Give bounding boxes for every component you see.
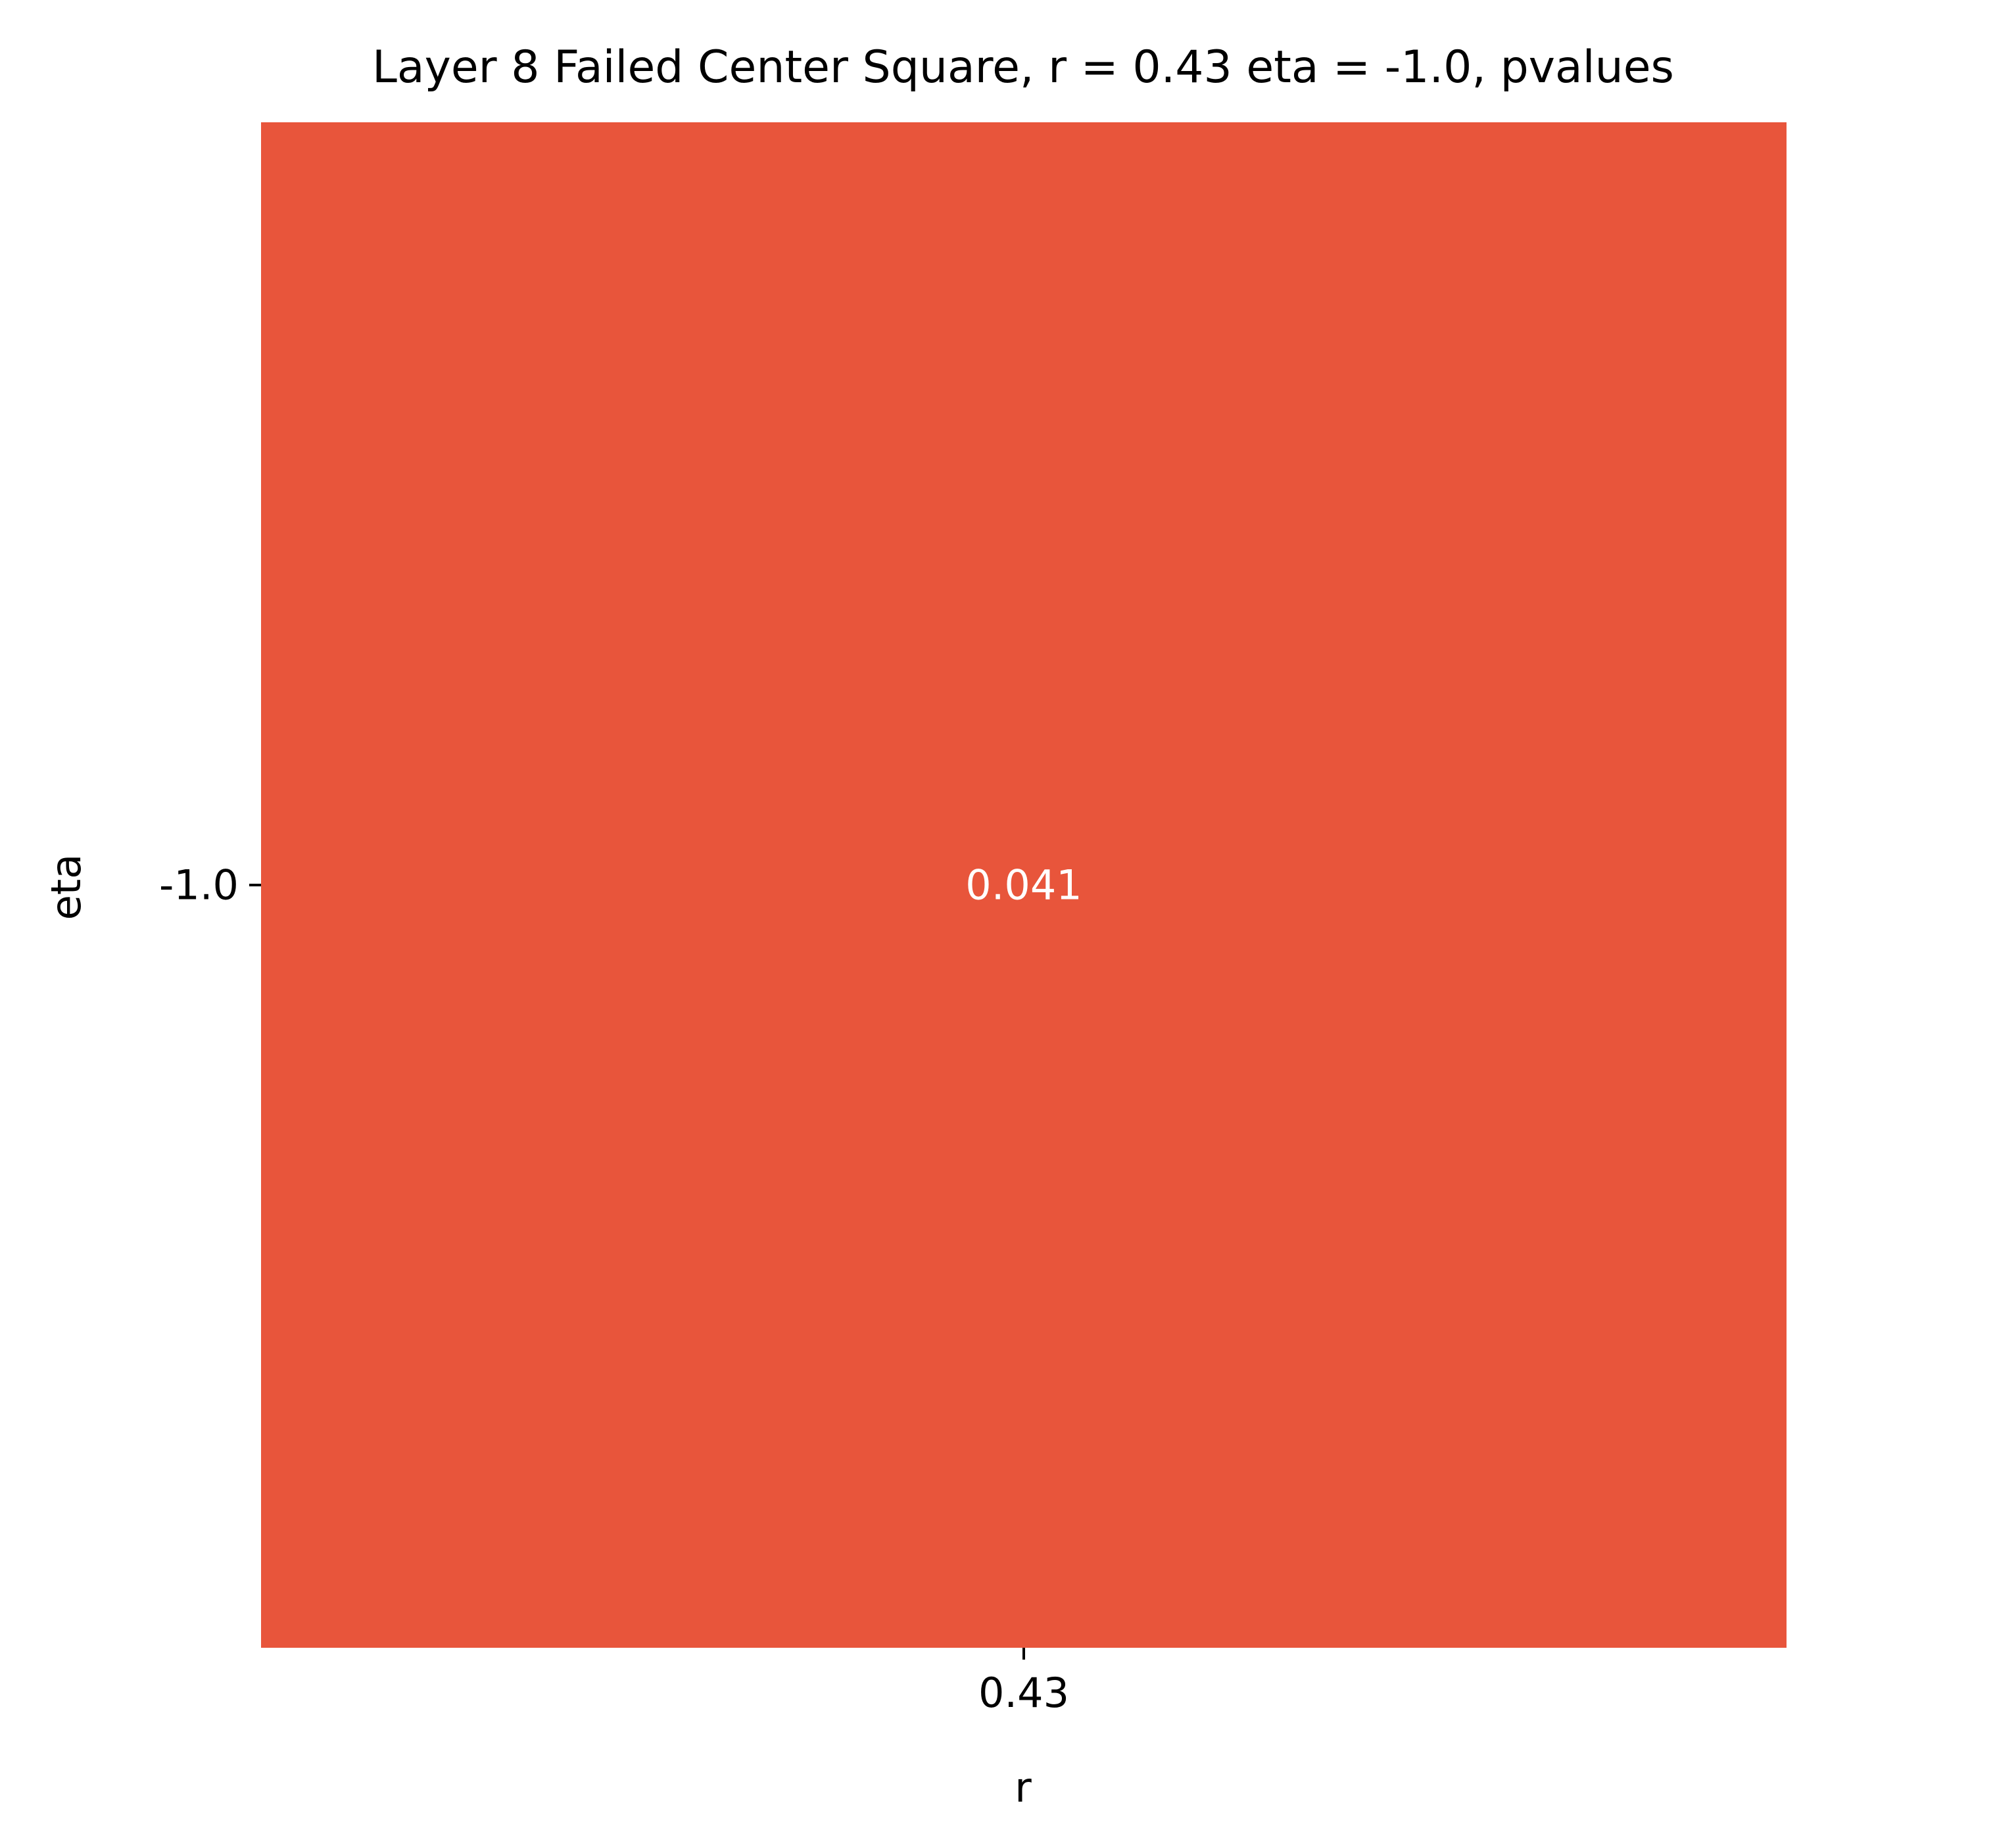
- x-axis: 0.43: [978, 1648, 1069, 1717]
- y-axis: -1.0: [159, 861, 261, 909]
- heatmap-annotations: 0.041: [965, 861, 1082, 909]
- x-tick-label: 0.43: [978, 1669, 1069, 1717]
- heatmap-cell: [261, 122, 1787, 1648]
- cell-value-label: 0.041: [965, 861, 1082, 909]
- y-axis-label: eta: [42, 854, 90, 920]
- y-tick-label: -1.0: [159, 861, 239, 909]
- chart-title: Layer 8 Failed Center Square, r = 0.43 e…: [372, 41, 1674, 93]
- heatmap-cells: [261, 122, 1787, 1648]
- x-axis-label: r: [1015, 1763, 1032, 1811]
